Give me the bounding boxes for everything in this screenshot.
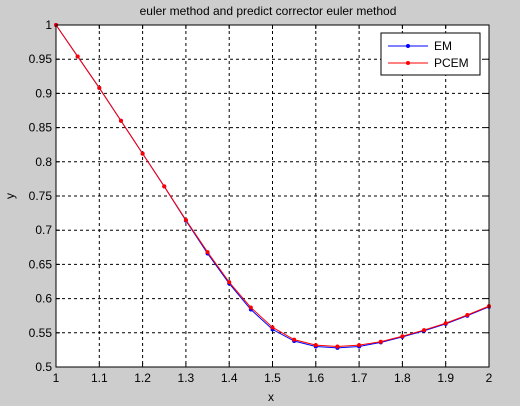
series-layer xyxy=(54,23,491,350)
y-tick-label: 0.55 xyxy=(29,326,53,340)
x-tick-label: 1.5 xyxy=(264,371,281,385)
data-point-pcem xyxy=(140,151,145,156)
x-tick-label: 1.7 xyxy=(351,371,368,385)
data-point-pcem xyxy=(335,344,340,349)
y-tick-label: 0.85 xyxy=(29,121,53,135)
x-axis-label: x xyxy=(268,390,274,404)
data-point-pcem xyxy=(248,305,253,310)
legend-label-em: EM xyxy=(434,39,452,53)
y-tick-label: 0.75 xyxy=(29,189,53,203)
legend-box xyxy=(380,32,481,76)
data-point-pcem xyxy=(97,85,102,90)
y-tick-label: 0.6 xyxy=(35,292,52,306)
legend-marker-em xyxy=(406,44,410,48)
y-tick-label: 0.65 xyxy=(29,257,53,271)
y-tick-label: 0.5 xyxy=(35,360,52,374)
data-point-pcem xyxy=(313,343,318,348)
legend-label-pcem: PCEM xyxy=(434,56,469,70)
data-point-pcem xyxy=(227,280,232,285)
chart-title: euler method and predict corrector euler… xyxy=(140,4,397,18)
y-tick-label: 0.7 xyxy=(35,223,52,237)
data-point-pcem xyxy=(422,328,427,333)
data-point-pcem xyxy=(357,343,362,348)
data-point-pcem xyxy=(118,118,123,123)
data-point-pcem xyxy=(270,325,275,330)
x-tick-label: 2 xyxy=(486,371,493,385)
data-point-pcem xyxy=(443,321,448,326)
x-tick-label: 1 xyxy=(53,371,60,385)
x-tick-label: 1.1 xyxy=(91,371,108,385)
y-axis-label: y xyxy=(3,193,17,199)
data-point-pcem xyxy=(183,217,188,222)
legend-marker-pcem xyxy=(406,61,410,65)
x-tick-label: 1.8 xyxy=(394,371,411,385)
legend: EM PCEM xyxy=(380,32,481,76)
data-point-pcem xyxy=(400,334,405,339)
x-tick-label: 1.9 xyxy=(437,371,454,385)
data-point-pcem xyxy=(292,337,297,342)
data-point-pcem xyxy=(162,184,167,189)
y-tick-label: 0.9 xyxy=(35,86,52,100)
y-tick-label: 0.8 xyxy=(35,155,52,169)
x-tick-label: 1.4 xyxy=(221,371,238,385)
data-point-pcem xyxy=(378,339,383,344)
y-tick-label: 0.95 xyxy=(29,52,53,66)
y-tick-label: 1 xyxy=(45,18,52,32)
ticks: 1 1.1 1.2 1.3 1.4 1.5 1.6 1.7 1.8 1.9 2 0.5 0.55 0.6 0… xyxy=(29,18,493,385)
x-tick-label: 1.3 xyxy=(178,371,195,385)
data-point-pcem xyxy=(75,54,80,59)
data-point-pcem xyxy=(205,250,210,255)
data-point-pcem xyxy=(465,313,470,318)
x-tick-label: 1.6 xyxy=(307,371,324,385)
x-tick-label: 1.2 xyxy=(134,371,151,385)
